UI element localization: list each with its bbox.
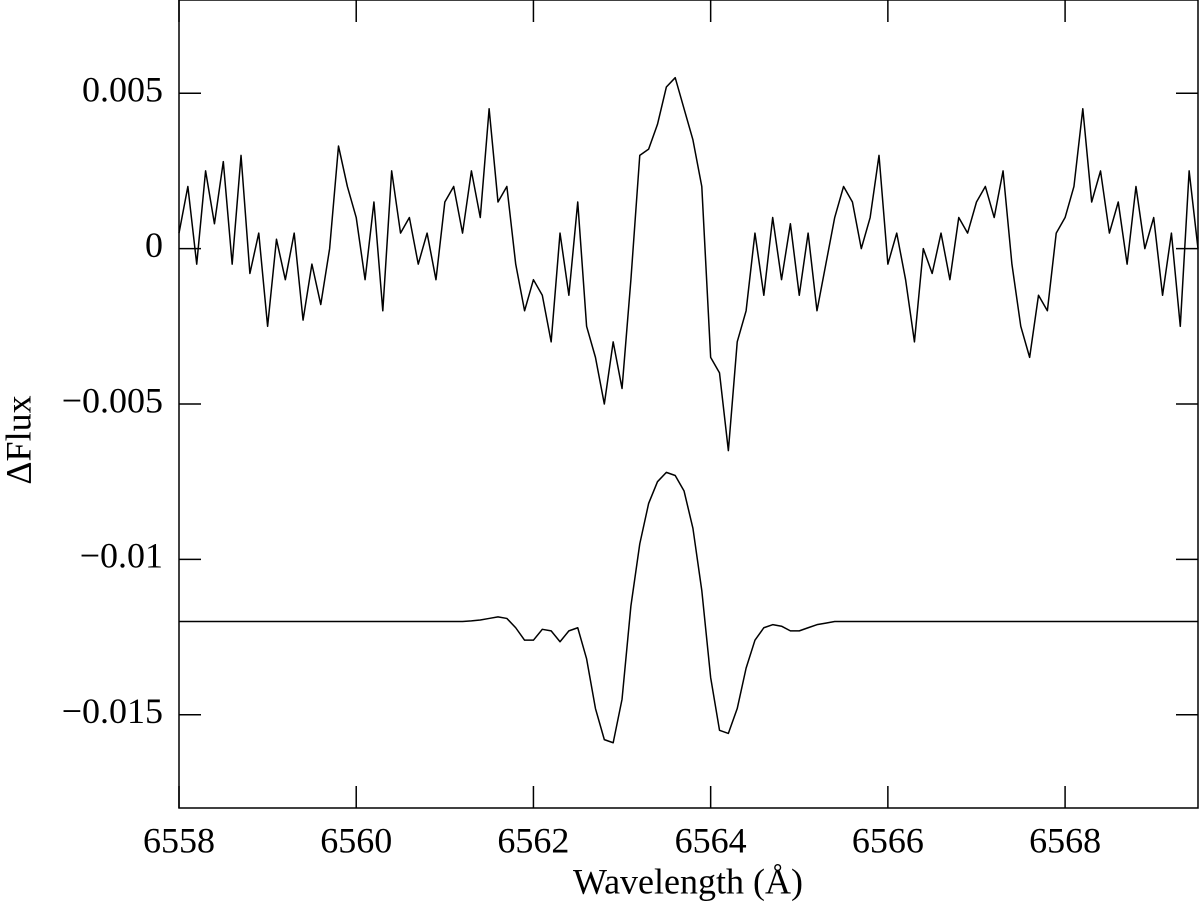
y-tick-label: 0 [145, 225, 163, 265]
x-tick-label: 6558 [143, 820, 215, 860]
y-axis-label: ΔFlux [0, 395, 38, 484]
y-tick-label: −0.005 [62, 380, 163, 420]
x-tick-label: 6568 [1029, 820, 1101, 860]
x-tick-label: 6562 [497, 820, 569, 860]
x-axis-label: Wavelength (Å) [573, 861, 803, 901]
series-line [178, 76, 1199, 452]
series-line [179, 471, 1198, 744]
y-tick-label: −0.01 [80, 536, 163, 576]
x-tick-label: 6566 [852, 820, 924, 860]
x-tick-label: 6564 [675, 820, 747, 860]
y-tick-label: 0.005 [82, 69, 163, 109]
plot-frame [178, 0, 1199, 809]
y-tick-label: −0.015 [62, 691, 163, 731]
x-tick-label: 6560 [320, 820, 392, 860]
